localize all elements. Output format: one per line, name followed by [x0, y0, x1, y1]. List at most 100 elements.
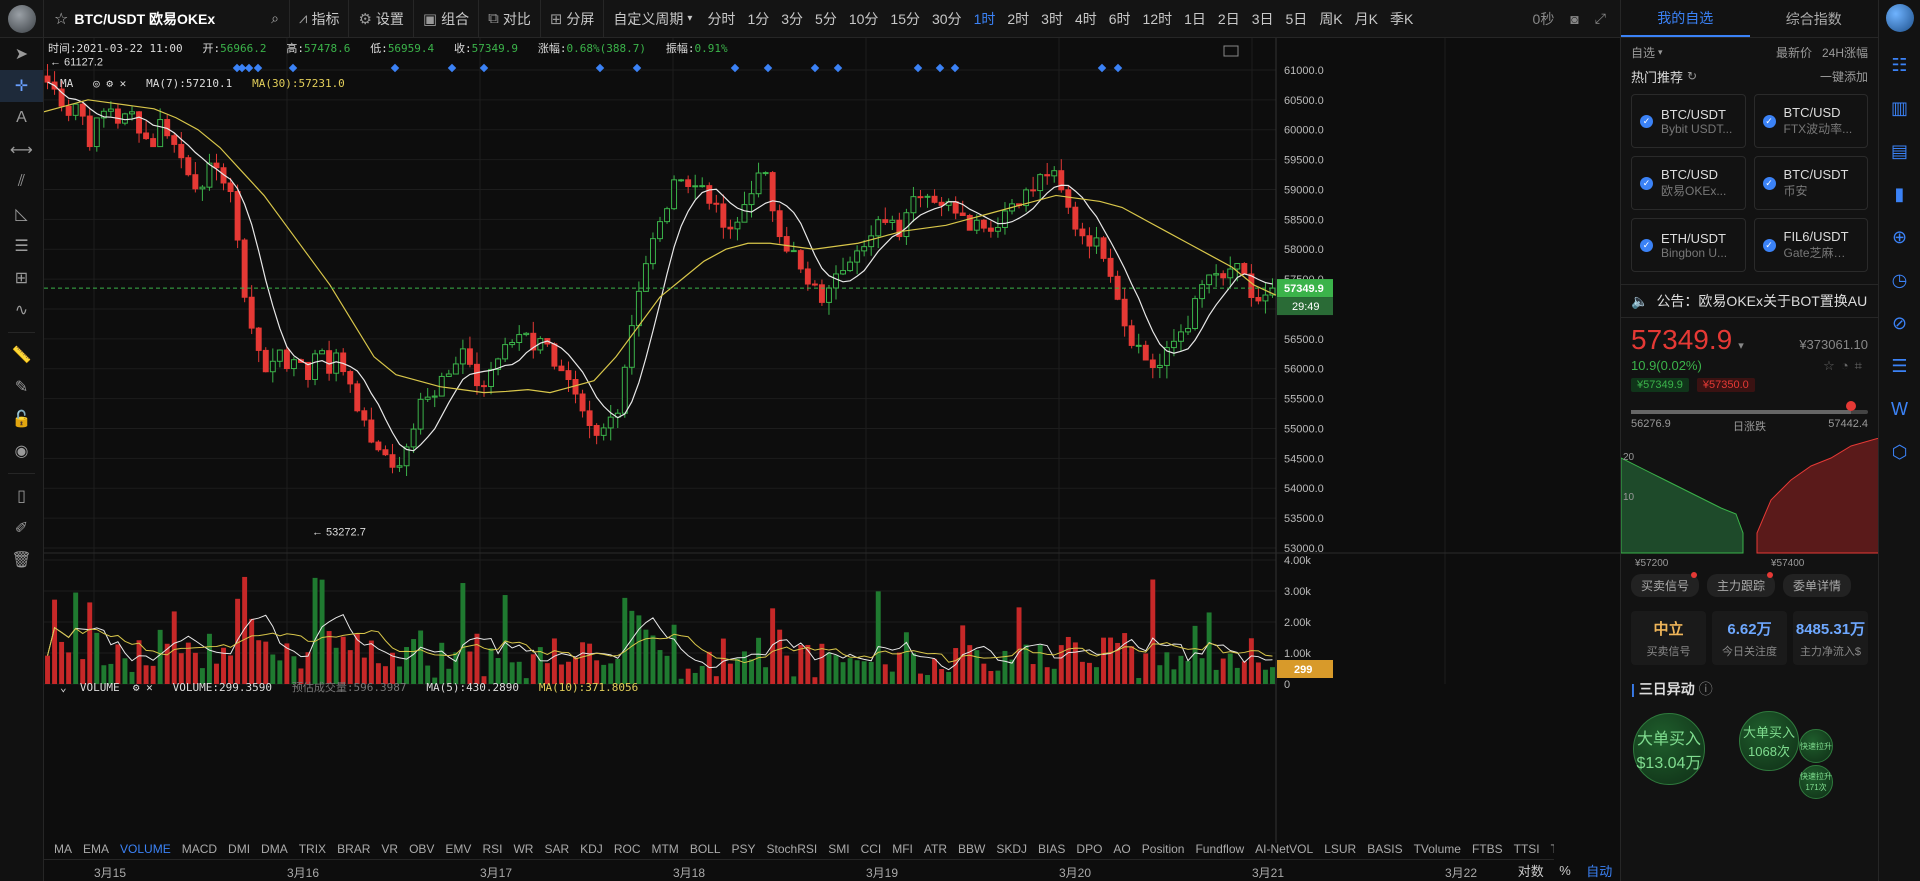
indicator-tab[interactable]: DMI — [228, 842, 251, 856]
hot-card[interactable]: ✓ BTC/USD 欧易OKEx... — [1631, 156, 1746, 210]
anomaly-bubble[interactable]: 快速拉升 171次 — [1799, 765, 1833, 799]
percent-toggle[interactable]: % — [1559, 862, 1571, 878]
notice-bar[interactable]: 🔈 公告：欧易OKEx关于BOT置换AU... — [1621, 284, 1878, 318]
period-tab[interactable]: 12时 — [1142, 10, 1173, 27]
search-icon[interactable]: ⌕ — [271, 10, 279, 26]
channel-icon[interactable]: ⫽ — [17, 173, 26, 190]
indicator-tab[interactable]: BBW — [958, 842, 986, 856]
event-marker[interactable] — [390, 63, 400, 73]
period-tab[interactable]: 2日 — [1217, 10, 1240, 27]
trash-icon[interactable]: 🗑 — [11, 552, 32, 569]
indicator-tab[interactable]: BASIS — [1367, 842, 1403, 856]
event-marker[interactable] — [244, 63, 254, 73]
period-tab[interactable]: 1时 — [973, 10, 996, 27]
event-marker[interactable] — [479, 63, 489, 73]
period-tab[interactable]: 1分 — [747, 10, 770, 27]
indicator-tab[interactable]: SKDJ — [996, 842, 1028, 856]
event-marker[interactable] — [833, 63, 843, 73]
watchlist-filter[interactable]: 自选 — [1631, 45, 1656, 60]
period-tab[interactable]: 10分 — [848, 10, 879, 27]
analysis-pill[interactable]: 委单详情 — [1783, 574, 1852, 597]
bookmark-icon[interactable]: ▯ — [17, 488, 26, 505]
gear-icon[interactable]: ⚙ — [132, 681, 140, 694]
stat-box[interactable]: 中立 买卖信号 — [1631, 611, 1706, 665]
line-icon[interactable]: ⟷ — [10, 142, 33, 159]
refresh-icon[interactable]: ↻ — [1687, 69, 1698, 83]
chevron-down-icon[interactable]: ⌄ — [60, 681, 67, 694]
gear-icon[interactable]: ⚙ — [106, 77, 113, 90]
indicator-tab[interactable]: WR — [513, 842, 534, 856]
help-icon[interactable]: ⓘ — [1698, 681, 1713, 697]
event-marker[interactable] — [950, 63, 960, 73]
add-all-button[interactable]: 一键添加 — [1819, 69, 1868, 84]
indicator-tab[interactable]: BOLL — [689, 842, 721, 856]
fullscreen-icon[interactable]: ⤢ — [1594, 10, 1606, 26]
indicator-tab[interactable]: BRAR — [337, 842, 371, 856]
combine-button[interactable]: ▣ 组合 — [414, 0, 480, 38]
anomaly-bubble[interactable]: 大单买入 $13.04万 — [1633, 713, 1705, 785]
indicator-tab[interactable]: PSY — [731, 842, 756, 856]
hot-card[interactable]: ✓ ETH/USDT Bingbon U... — [1631, 218, 1746, 272]
period-tab[interactable]: 分时 — [707, 10, 736, 27]
close-icon[interactable]: ✕ — [146, 681, 153, 694]
period-tab[interactable]: 3日 — [1251, 10, 1274, 27]
indicator-tab[interactable]: DPO — [1076, 842, 1103, 856]
indicator-tab[interactable]: OBV — [409, 842, 435, 856]
indicator-tab[interactable]: ROC — [613, 842, 641, 856]
text-icon[interactable]: A — [16, 109, 27, 126]
pen-icon[interactable]: ✎ — [14, 379, 29, 396]
tab-watchlist[interactable]: 我的自选 — [1621, 0, 1750, 37]
news-icon[interactable]: ▤ — [1890, 141, 1908, 161]
indicator-tab[interactable]: CCI — [860, 842, 882, 856]
indicator-tab[interactable]: SAR — [544, 842, 570, 856]
custom-period-dropdown[interactable]: 自定义周期 ▾ — [604, 0, 701, 38]
indicator-tab[interactable]: AI-NetVOL — [1255, 842, 1314, 856]
auto-scale-toggle[interactable]: 自动 — [1586, 863, 1613, 879]
stat-box[interactable]: 8485.31万 主力净流入$ — [1793, 611, 1868, 665]
hot-card[interactable]: ✓ BTC/USDT Bybit USDT... — [1631, 94, 1746, 148]
crosshair-icon[interactable]: ✛ — [0, 70, 43, 102]
anomaly-bubble[interactable]: 大单买入 1068次 — [1739, 711, 1799, 771]
indicator-tab[interactable]: BIAS — [1038, 842, 1066, 856]
wave-icon[interactable]: ∿ — [14, 302, 29, 319]
chevron-down-icon[interactable]: ▾ — [1738, 340, 1744, 352]
star-icon[interactable]: ☆ — [54, 10, 69, 28]
change-header[interactable]: 24H涨幅 — [1821, 45, 1868, 60]
ruler-icon[interactable]: 📏 — [11, 347, 32, 364]
event-marker[interactable] — [288, 63, 298, 73]
eye-icon[interactable]: ◉ — [14, 443, 29, 460]
period-tab[interactable]: 3分 — [781, 10, 804, 27]
wiki-icon[interactable]: W — [1891, 399, 1908, 419]
event-marker[interactable] — [595, 63, 605, 73]
settings-button[interactable]: ⚙ 设置 — [349, 0, 414, 38]
indicator-tab[interactable]: TRIX — [298, 842, 327, 856]
indicator-tab[interactable]: TTSI — [1513, 842, 1540, 856]
indicator-tab[interactable]: StochRSI — [766, 842, 818, 856]
edit-list-icon[interactable]: ✐ — [14, 520, 29, 537]
indicator-tab[interactable]: EMV — [445, 842, 472, 856]
period-tab[interactable]: 15分 — [890, 10, 920, 27]
indicator-tab[interactable]: MA — [54, 842, 72, 856]
clock-icon[interactable]: ◷ — [1891, 270, 1908, 290]
event-marker[interactable] — [935, 63, 945, 73]
period-tab[interactable]: 30分 — [931, 10, 962, 27]
grid-icon[interactable]: ⊞ — [14, 270, 29, 287]
logo[interactable] — [0, 0, 44, 38]
pro-icon[interactable]: ⬡ — [1891, 442, 1908, 462]
indicator-tab[interactable]: AO — [1113, 842, 1131, 856]
indicator-tab[interactable]: ATR — [923, 842, 948, 856]
period-tab[interactable]: 季K — [1390, 10, 1414, 27]
split-button[interactable]: ⊞ 分屏 — [541, 0, 605, 38]
indicator-tab[interactable]: MFI — [892, 842, 913, 856]
indicator-tab[interactable]: MACD — [181, 842, 218, 856]
chart-icon[interactable]: ▥ — [1890, 98, 1908, 118]
report-icon[interactable]: ☰ — [1891, 356, 1908, 376]
depth-chart[interactable]: 20 10 ¥57200 ¥57400 — [1621, 438, 1879, 568]
hot-card[interactable]: ✓ FIL6/USDT Gate芝麻开... — [1753, 218, 1868, 272]
event-marker[interactable] — [1097, 63, 1107, 73]
camera-icon[interactable]: ◙ — [1570, 10, 1579, 27]
indicator-tab[interactable]: TVolume — [1413, 842, 1461, 856]
latest-price-header[interactable]: 最新价 — [1775, 45, 1812, 60]
indicator-tab[interactable]: RSI — [482, 842, 503, 856]
hot-card[interactable]: ✓ BTC/USD FTX波动率... — [1753, 94, 1868, 148]
